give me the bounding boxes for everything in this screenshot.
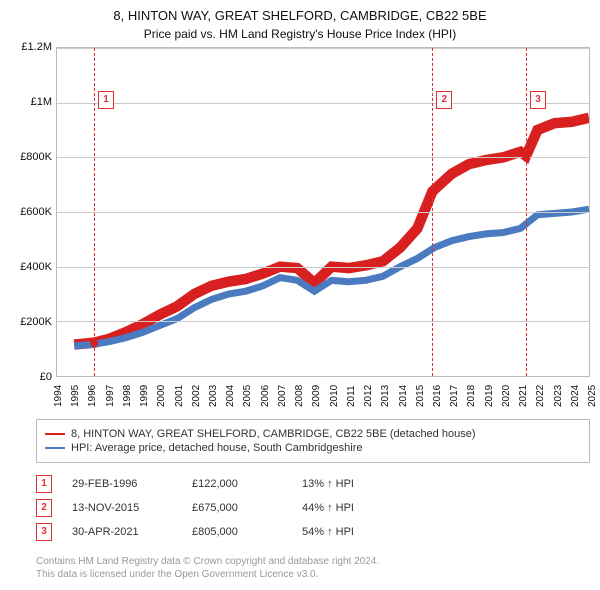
event-marker-box: 1: [98, 91, 114, 109]
chart-container: 8, HINTON WAY, GREAT SHELFORD, CAMBRIDGE…: [0, 0, 600, 590]
event-diff: 44% ↑ HPI: [302, 502, 392, 514]
event-row: 3 30-APR-2021 £805,000 54% ↑ HPI: [36, 523, 590, 541]
x-tick-label: 1995: [70, 385, 81, 407]
event-dot: [522, 152, 530, 160]
y-axis: £0£200K£400K£600K£800K£1M£1.2M: [10, 47, 56, 377]
x-tick-label: 2012: [363, 385, 374, 407]
x-tick-label: 2017: [449, 385, 460, 407]
x-tick-label: 1994: [53, 385, 64, 407]
event-diff: 54% ↑ HPI: [302, 526, 392, 538]
y-tick-label: £200K: [20, 316, 52, 328]
x-tick-label: 2025: [587, 385, 598, 407]
series-hpi: [74, 209, 589, 346]
gridline: [57, 321, 589, 322]
event-dot: [428, 187, 436, 195]
gridline: [57, 267, 589, 268]
x-tick-label: 2013: [380, 385, 391, 407]
event-marker-box: 3: [530, 91, 546, 109]
event-marker-inline: 1: [36, 475, 52, 493]
x-tick-label: 1999: [139, 385, 150, 407]
x-tick-label: 2024: [570, 385, 581, 407]
x-tick-label: 2006: [260, 385, 271, 407]
gridline: [57, 48, 589, 49]
x-tick-label: 1997: [105, 385, 116, 407]
x-tick-label: 2020: [501, 385, 512, 407]
event-row: 1 29-FEB-1996 £122,000 13% ↑ HPI: [36, 475, 590, 493]
legend-row-property: 8, HINTON WAY, GREAT SHELFORD, CAMBRIDGE…: [45, 428, 581, 440]
chart-area: £0£200K£400K£600K£800K£1M£1.2M 123: [10, 47, 590, 377]
event-diff: 13% ↑ HPI: [302, 478, 392, 490]
x-tick-label: 1998: [122, 385, 133, 407]
event-price: £805,000: [192, 526, 282, 538]
y-tick-label: £600K: [20, 206, 52, 218]
event-marker-inline: 2: [36, 499, 52, 517]
legend-swatch-hpi: [45, 447, 65, 449]
event-row: 2 13-NOV-2015 £675,000 44% ↑ HPI: [36, 499, 590, 517]
x-tick-label: 2011: [346, 385, 357, 407]
y-tick-label: £1M: [31, 96, 52, 108]
gridline: [57, 103, 589, 104]
events-table: 1 29-FEB-1996 £122,000 13% ↑ HPI 2 13-NOV-201…: [36, 469, 590, 547]
x-tick-label: 2008: [294, 385, 305, 407]
legend-label-hpi: HPI: Average price, detached house, Sout…: [71, 442, 362, 454]
chart-title: 8, HINTON WAY, GREAT SHELFORD, CAMBRIDGE…: [10, 8, 590, 25]
x-tick-label: 2016: [432, 385, 443, 407]
legend: 8, HINTON WAY, GREAT SHELFORD, CAMBRIDGE…: [36, 419, 590, 463]
x-tick-label: 2003: [208, 385, 219, 407]
y-tick-label: £400K: [20, 261, 52, 273]
x-tick-label: 2022: [535, 385, 546, 407]
chart-subtitle: Price paid vs. HM Land Registry's House …: [10, 27, 590, 41]
gridline: [57, 157, 589, 158]
x-tick-label: 2019: [484, 385, 495, 407]
x-tick-label: 2018: [466, 385, 477, 407]
x-tick-label: 2023: [553, 385, 564, 407]
legend-row-hpi: HPI: Average price, detached house, Sout…: [45, 442, 581, 454]
plot-area: 1 2 3: [56, 47, 590, 377]
legend-swatch-property: [45, 433, 65, 435]
event-date: 30-APR-2021: [72, 526, 172, 538]
event-date: 13-NOV-2015: [72, 502, 172, 514]
gridline: [57, 212, 589, 213]
event-dot: [90, 339, 98, 347]
x-tick-label: 1996: [87, 385, 98, 407]
y-tick-label: £800K: [20, 151, 52, 163]
event-price: £675,000: [192, 502, 282, 514]
event-price: £122,000: [192, 478, 282, 490]
x-tick-label: 2007: [277, 385, 288, 407]
event-date: 29-FEB-1996: [72, 478, 172, 490]
x-tick-label: 2000: [156, 385, 167, 407]
x-tick-label: 2010: [329, 385, 340, 407]
x-tick-label: 2002: [191, 385, 202, 407]
event-vline: [526, 48, 527, 376]
y-tick-label: £0: [40, 371, 52, 383]
footer: Contains HM Land Registry data © Crown c…: [36, 555, 590, 581]
x-axis: 1994 1995 1996 1997 1998 1999 2000 2001 2002 2003…: [56, 377, 590, 411]
x-tick-label: 2015: [415, 385, 426, 407]
event-marker-inline: 3: [36, 523, 52, 541]
y-tick-label: £1.2M: [21, 41, 52, 53]
legend-label-property: 8, HINTON WAY, GREAT SHELFORD, CAMBRIDGE…: [71, 428, 476, 440]
event-vline: [432, 48, 433, 376]
x-tick-label: 2001: [174, 385, 185, 407]
x-tick-label: 2005: [242, 385, 253, 407]
event-marker-box: 2: [436, 91, 452, 109]
footer-line-2: This data is licensed under the Open Gov…: [36, 568, 590, 581]
x-tick-label: 2004: [225, 385, 236, 407]
event-vline: [94, 48, 95, 376]
x-tick-label: 2021: [518, 385, 529, 407]
x-tick-label: 2014: [398, 385, 409, 407]
footer-line-1: Contains HM Land Registry data © Crown c…: [36, 555, 590, 568]
x-tick-label: 2009: [311, 385, 322, 407]
